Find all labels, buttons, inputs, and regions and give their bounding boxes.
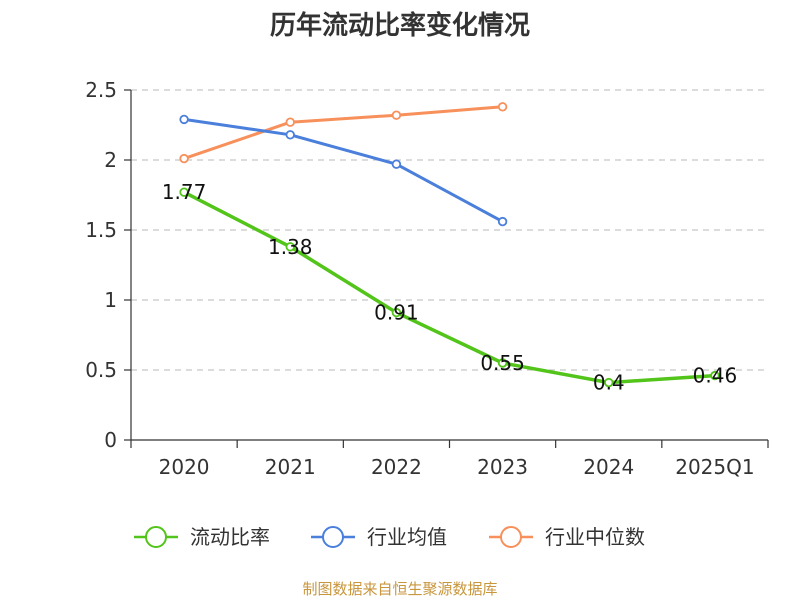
y-tick-label: 2	[104, 148, 117, 172]
data-point[interactable]	[497, 358, 508, 368]
data-label: 0.4	[593, 371, 625, 395]
legend-item[interactable]: 行业均值	[311, 525, 447, 549]
x-tick-label: 2022	[371, 455, 422, 479]
y-tick-label: 1	[104, 288, 117, 312]
data-point[interactable]	[391, 307, 402, 318]
chart-title: 历年流动比率变化情况	[270, 10, 530, 41]
y-tick-label: 0	[104, 428, 117, 452]
data-point[interactable]	[285, 242, 295, 252]
y-tick-label: 2.5	[85, 78, 117, 102]
x-tick-label: 2024	[583, 455, 634, 479]
data-point[interactable]	[710, 370, 720, 381]
data-labels: 1.77 1.38 0.91 0.55 0.4 0.46	[162, 180, 737, 394]
source-note: 制图数据来自恒生聚源数据库	[302, 580, 497, 598]
series-layer	[179, 102, 720, 388]
legend-label: 行业中位数	[545, 525, 645, 549]
x-tick-label: 2023	[477, 455, 528, 479]
data-point[interactable]	[391, 110, 402, 120]
y-tick-label: 1.5	[85, 218, 117, 242]
data-point[interactable]	[179, 114, 189, 125]
legend-marker	[322, 526, 344, 548]
data-point[interactable]	[497, 216, 508, 227]
data-label: 1.77	[162, 180, 207, 204]
data-label: 0.55	[480, 351, 525, 375]
legend-label: 行业均值	[367, 525, 447, 549]
data-label: 0.91	[374, 301, 419, 325]
x-tick-label: 2020	[159, 455, 210, 479]
axes: 0 0.5 1 1.5 2 2.5 2020 2021 2022 2023 2024 2025Q1	[85, 78, 769, 479]
series-line-0	[182, 190, 717, 385]
data-point[interactable]	[285, 117, 295, 127]
data-point[interactable]	[179, 153, 189, 164]
data-point[interactable]	[179, 187, 189, 197]
legend-item[interactable]: 流动比率	[134, 525, 270, 549]
data-label: 0.46	[693, 364, 738, 388]
data-point[interactable]	[497, 102, 508, 112]
legend[interactable]: 流动比率 行业均值 行业中位数	[134, 525, 645, 549]
x-tick-label: 2025Q1	[675, 455, 754, 479]
y-tick-label: 0.5	[85, 358, 117, 382]
data-point[interactable]	[391, 159, 402, 169]
grid-lines	[131, 89, 768, 371]
legend-marker	[145, 526, 167, 548]
legend-item[interactable]: 行业中位数	[489, 525, 645, 549]
legend-label: 流动比率	[190, 525, 270, 549]
data-point[interactable]	[604, 377, 614, 388]
data-point[interactable]	[285, 130, 295, 140]
series-line-1	[182, 117, 505, 224]
series-line-2	[182, 105, 505, 161]
legend-marker	[500, 526, 522, 548]
data-label: 1.38	[268, 235, 313, 259]
x-tick-label: 2021	[265, 455, 316, 479]
